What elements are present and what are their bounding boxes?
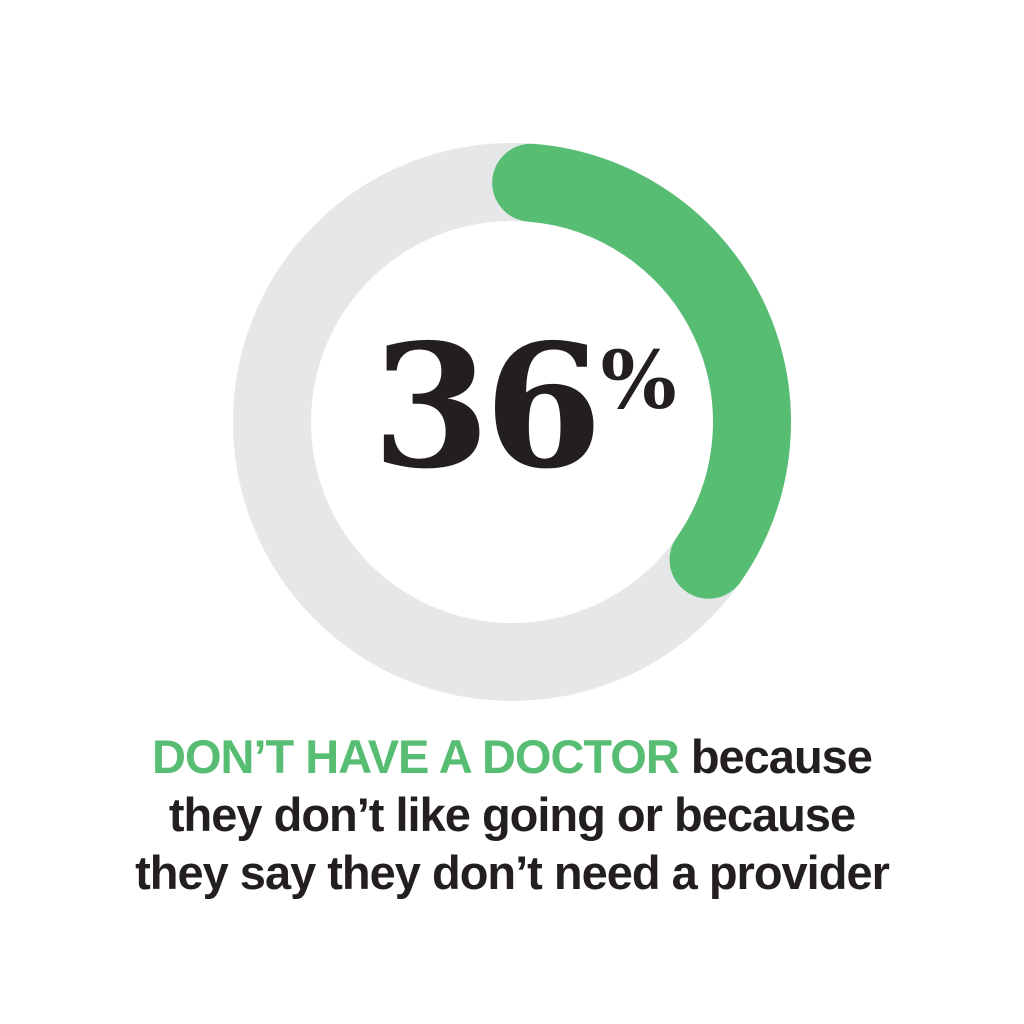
caption-line-2: they don’t like going or because — [168, 788, 856, 841]
caption-line-1: DON’T HAVE A DOCTOR because — [62, 728, 962, 786]
stat-unit: % — [600, 333, 677, 427]
caption: DON’T HAVE A DOCTOR because they don’t l… — [62, 728, 962, 902]
caption-highlight: DON’T HAVE A DOCTOR — [152, 730, 680, 783]
donut-value-arc — [492, 143, 791, 599]
stat-number: 36 — [372, 307, 603, 507]
stat-value: 36% — [372, 322, 677, 492]
caption-line-1-rest: because — [678, 730, 873, 783]
caption-line-3: they say they don’t need a provider — [135, 846, 890, 899]
